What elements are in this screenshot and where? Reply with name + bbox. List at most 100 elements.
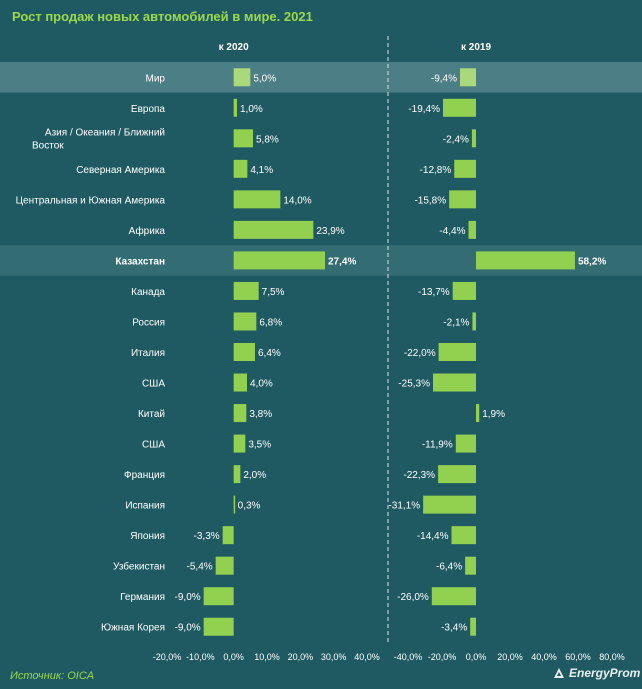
- bar-value-label: -3,4%: [441, 623, 467, 634]
- category-label: Восток: [32, 140, 64, 151]
- category-label: Россия: [132, 317, 165, 328]
- bar-value-label: -9,0%: [175, 623, 201, 634]
- category-label: Африка: [129, 225, 166, 237]
- bar-value-label: -2,1%: [443, 317, 469, 328]
- category-label: Испания: [125, 501, 165, 512]
- category-label: Европа: [131, 104, 166, 115]
- bar-value-label: 1,0%: [240, 104, 263, 115]
- x-tick-label: 20,0%: [497, 652, 523, 662]
- bar-value-label: -31,1%: [388, 501, 420, 512]
- bar-value-label: -25,3%: [398, 379, 430, 390]
- category-label: Франция: [124, 470, 165, 481]
- x-tick-label: 20,0%: [288, 652, 314, 662]
- category-label: Северная Америка: [76, 165, 165, 176]
- x-tick-label: 30,0%: [321, 652, 347, 662]
- data-bar: [233, 312, 257, 331]
- brand-logo: EnergyProm: [552, 666, 640, 680]
- category-label: Казахстан: [115, 256, 165, 267]
- data-bar: [233, 434, 246, 453]
- data-bar: [233, 281, 259, 300]
- category-label: Центральная и Южная Америка: [16, 195, 166, 206]
- source-note: Источник: OICA: [10, 670, 95, 682]
- data-bar: [465, 556, 476, 575]
- panel-title: к 2019: [461, 42, 491, 53]
- bar-value-label: 4,0%: [250, 379, 273, 390]
- data-bar: [222, 526, 234, 545]
- x-tick-label: 40,0%: [354, 652, 380, 662]
- category-label: Узбекистан: [113, 561, 165, 573]
- data-bar: [460, 68, 476, 87]
- chart-title: Рост продаж новых автомобилей в мире. 20…: [12, 9, 313, 24]
- data-bar: [233, 373, 247, 392]
- category-label: Германия: [120, 592, 165, 603]
- bar-value-label: 27,4%: [328, 256, 356, 267]
- data-bar: [470, 617, 476, 636]
- x-tick-label: -20,0%: [153, 652, 182, 662]
- x-tick-label: -40,0%: [394, 652, 423, 662]
- data-bar: [471, 129, 476, 148]
- category-label: США: [142, 440, 165, 451]
- x-tick-label: 60,0%: [565, 652, 591, 662]
- data-bar: [233, 220, 314, 239]
- x-tick-label: 80,0%: [599, 652, 625, 662]
- row-highlight: [0, 62, 642, 93]
- bar-value-label: 23,9%: [316, 226, 344, 237]
- bar-value-label: -19,4%: [408, 104, 440, 115]
- category-label: Италия: [131, 348, 165, 359]
- bar-value-label: -6,4%: [436, 562, 462, 573]
- data-bar: [432, 373, 476, 392]
- data-bar: [233, 98, 237, 117]
- data-bar: [233, 159, 248, 178]
- panel-title: к 2020: [219, 42, 249, 53]
- data-bar: [233, 343, 255, 361]
- data-bar: [451, 526, 476, 545]
- bar-value-label: -5,4%: [187, 562, 213, 573]
- bar-value-label: -14,4%: [417, 531, 449, 542]
- bar-value-label: 0,3%: [238, 501, 261, 512]
- category-label: Китай: [138, 409, 165, 420]
- bar-value-label: -2,4%: [443, 134, 469, 145]
- data-bar: [203, 617, 234, 636]
- bar-value-label: 6,8%: [259, 317, 282, 328]
- logo-text: EnergyProm: [569, 666, 641, 680]
- data-bar: [449, 190, 476, 209]
- data-bar: [233, 68, 251, 87]
- bar-value-label: -12,8%: [420, 165, 452, 176]
- data-bar: [472, 312, 476, 331]
- bar-value-label: -26,0%: [397, 592, 429, 603]
- data-bar: [233, 190, 281, 209]
- data-bar: [476, 404, 480, 423]
- data-bar: [438, 343, 476, 361]
- bar-value-label: 3,8%: [249, 409, 272, 420]
- bar-value-label: -4,4%: [439, 226, 465, 237]
- data-bar: [233, 251, 325, 270]
- bar-value-label: 4,1%: [250, 165, 273, 176]
- data-bar: [455, 434, 476, 453]
- energyprom-logo-icon: [554, 668, 564, 678]
- category-label: Южная Корея: [101, 623, 165, 634]
- data-bar: [233, 404, 247, 423]
- data-bar: [233, 495, 236, 514]
- bar-value-label: -11,9%: [422, 440, 453, 451]
- bar-value-label: -22,3%: [403, 470, 435, 481]
- bar-value-label: -15,8%: [414, 195, 446, 206]
- bar-value-label: 6,4%: [258, 348, 281, 359]
- x-tick-label: 10,0%: [254, 652, 280, 662]
- bar-value-label: -3,3%: [194, 531, 220, 542]
- bar-value-label: 7,5%: [262, 287, 285, 298]
- data-bar: [423, 495, 476, 514]
- x-tick-label: 0,0%: [466, 652, 487, 662]
- bar-value-label: 14,0%: [283, 195, 311, 206]
- data-bar: [476, 251, 575, 270]
- data-bar: [454, 159, 476, 178]
- bar-value-label: -9,4%: [431, 73, 457, 84]
- bar-value-label: -22,0%: [404, 348, 436, 359]
- x-tick-label: -20,0%: [428, 652, 457, 662]
- data-bar: [438, 465, 476, 484]
- data-bar: [233, 465, 241, 484]
- data-bar: [443, 98, 476, 117]
- data-bar: [233, 129, 253, 148]
- data-bar: [452, 281, 476, 300]
- data-bar: [431, 587, 476, 606]
- bar-value-label: 58,2%: [578, 256, 606, 267]
